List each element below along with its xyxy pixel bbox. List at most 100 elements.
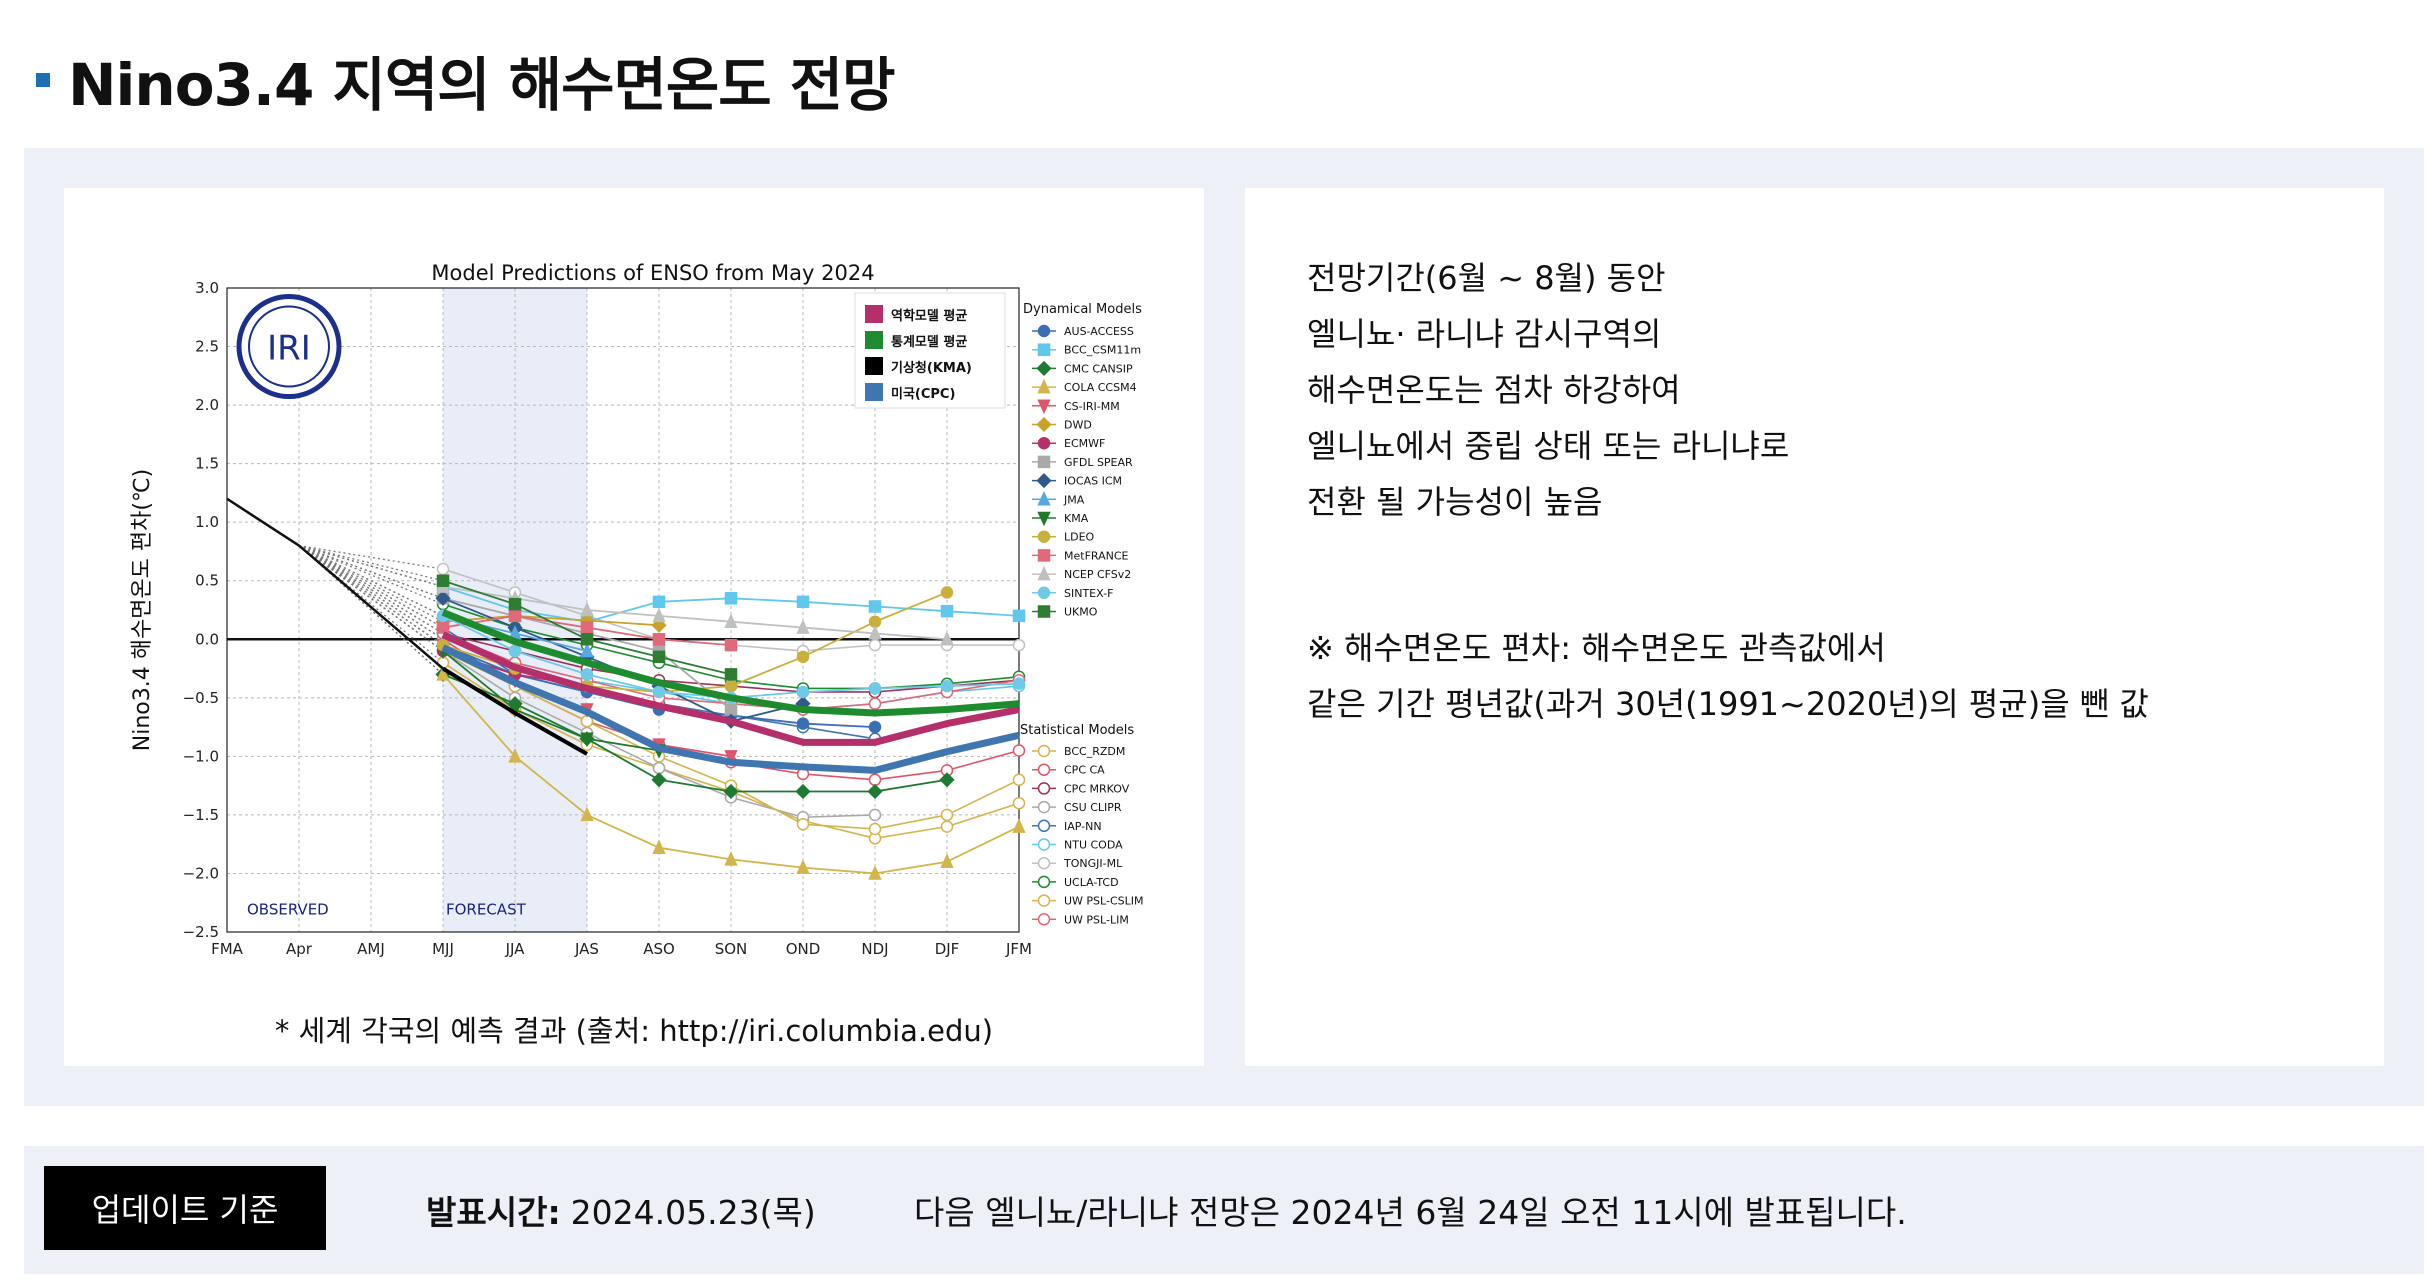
dyn-series-point [724,638,738,652]
stat-series-point [796,818,810,831]
x-tick-label: FMA [211,940,244,958]
dyn-series-point [724,668,738,681]
dyn-legend-marker [1037,490,1051,506]
dyn-series-point [940,853,954,868]
dyn-legend-label: SINTEX-F [1064,587,1113,600]
dyn-legend-marker [1037,605,1051,618]
dyn-series-point [508,748,522,763]
description-line: 해수면온도는 점차 하강하여 [1307,371,1681,409]
dyn-legend-label: UKMO [1064,606,1098,619]
dyn-series-point [580,642,594,658]
dyn-legend-label: DWD [1064,419,1092,432]
stat-legend-marker [1037,782,1051,795]
stat-legend-label: TONGJI-ML [1063,857,1123,870]
stat-legend-label: UW PSL-CSLIM [1064,895,1143,908]
connector-line [298,545,444,617]
y-tick-label: 0.0 [195,630,219,648]
x-tick-label: OND [786,940,821,958]
description: 전망기간(6월 ~ 8월) 동안 엘니뇨· 라니냐 감시구역의 해수면온도는 점… [1307,250,1789,530]
dyn-legend-marker [1037,565,1051,581]
dyn-series-point [652,650,666,664]
dyn-series-point [868,720,882,734]
dyn-series-point [796,619,810,634]
connector-line [298,545,444,640]
dyn-series-point [867,783,883,800]
connector-line [298,544,444,570]
page-title: Nino3.4 지역의 해수면온도 전망 [68,51,895,119]
stat-series-point [940,820,954,833]
connector-line [298,544,444,605]
stat-legend-marker [1037,894,1051,907]
x-tick-label: MJJ [432,940,454,958]
dyn-series-point [724,750,738,765]
x-tick-label: Apr [286,940,313,958]
dyn-legend-marker [1037,586,1051,600]
connector-line [298,545,444,652]
stat-series-point [1012,773,1026,787]
dyn-legend-marker [1037,436,1051,450]
dyn-series-point [580,621,594,634]
dyn-series-point [723,783,739,800]
description-line: 전환 될 가능성이 높음 [1307,483,1603,521]
dyn-legend-marker [1037,530,1051,543]
stat-legend-label: BCC_RZDM [1064,745,1125,758]
average-legend-swatch [865,383,883,401]
stat-series-point [436,562,450,576]
dyn-series-point [796,685,810,699]
dyn-series-point [868,600,882,613]
dyn-series-point [580,601,594,617]
dyn-series-point [508,597,522,611]
dyn-series-point [508,644,522,658]
connector-line [298,545,444,675]
stat-series-point [868,773,882,787]
average-legend-label: 기상청(KMA) [891,360,972,376]
dyn-series-point [652,607,666,623]
stat-series-point [868,822,882,836]
statistical-legend-title: Statistical Models [1020,723,1134,738]
dyn-series-point [436,666,450,681]
dyn-legend-label: CS-IRI-MM [1064,400,1120,413]
dyn-legend-label: NCEP CFSv2 [1064,568,1131,581]
chart-card: 3.0 2.5 2.0 1.5 1.0 0.5 0.0 −0.5 −1.0 −1.5 −2.0 −2.… [64,188,1204,1066]
stat-legend-marker [1037,800,1051,814]
dyn-series-point [940,604,954,618]
stat-legend-label: UW PSL-LIM [1064,913,1129,926]
dyn-legend-marker [1037,549,1051,562]
average-series-line [441,631,1020,746]
dyn-series-point [940,586,954,599]
stat-legend-marker [1037,819,1051,833]
note-line: ※ 해수면온도 편차: 해수면온도 관측값에서 [1307,629,1886,667]
stat-series-point [868,808,882,822]
dyn-legend-marker [1037,343,1051,356]
dyn-series-point [868,865,882,880]
stat-series-point [1012,796,1026,810]
dyn-legend-label: IOCAS ICM [1064,475,1122,488]
dyn-legend-marker [1037,324,1051,338]
dyn-series-point [1012,609,1026,623]
note-line: 같은 기간 평년값(과거 30년(1991~2020년)의 평균)을 뺀 값 [1307,685,2149,723]
iri-logo-icon [236,294,342,400]
description-line: 엘니뇨에서 중립 상태 또는 라니냐로 [1307,427,1790,465]
stat-legend-marker [1037,913,1051,926]
x-tick-label: AMJ [357,940,385,958]
y-tick-label: 2.0 [195,396,219,414]
average-legend-label: 역학모델 평균 [891,308,967,324]
dyn-series-point [1012,677,1026,691]
dyn-series-point [795,783,811,800]
stat-legend-marker [1037,744,1051,758]
stat-legend-label: IAP-NN [1064,820,1102,833]
dyn-series-point [796,595,810,609]
publish-time-value: 2024.05.23(목) [570,1193,816,1232]
description-line: 엘니뇨· 라니냐 감시구역의 [1307,315,1662,353]
y-tick-label: −1.5 [183,806,219,824]
stat-legend-label: CPC CA [1064,764,1105,777]
next-release-notice: 다음 엘니뇨/라니냐 전망은 2024년 6월 24일 오전 11시에 발표됩니… [914,1193,1907,1232]
stat-series-point [1012,744,1026,757]
x-tick-label: JAS [574,940,599,958]
description-line: 전망기간(6월 ~ 8월) 동안 [1307,259,1666,297]
dyn-legend-label: LDEO [1064,531,1095,544]
dyn-series-point [580,806,594,822]
dyn-series-point [652,685,666,699]
dyn-series-point [724,703,738,716]
stat-legend-label: CPC MRKOV [1064,782,1130,795]
